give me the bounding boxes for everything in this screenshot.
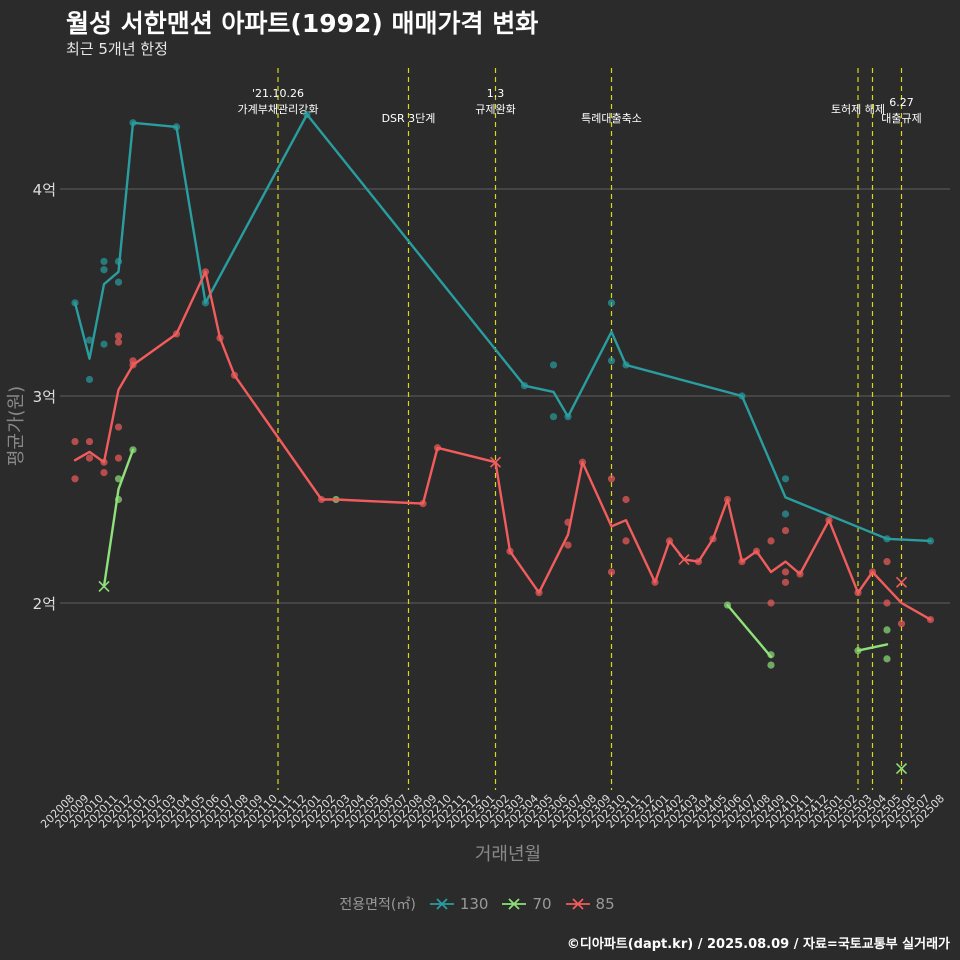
series-70-point xyxy=(767,661,775,669)
series-70-point xyxy=(114,475,123,483)
series-85-point xyxy=(607,475,616,483)
y-tick-label: 2억 xyxy=(33,595,56,613)
legend-swatch-stroke xyxy=(436,898,448,910)
series-85-point xyxy=(85,454,94,462)
series-85-point xyxy=(114,454,123,462)
series-85-cross xyxy=(895,576,908,588)
event-label: 가계부채관리강화 xyxy=(238,103,319,116)
cross-stroke xyxy=(678,553,690,566)
series-85-point xyxy=(71,437,79,446)
series-85-point xyxy=(767,537,775,545)
cross-stroke xyxy=(98,580,110,593)
series-130-point xyxy=(607,357,616,365)
event-label: 토허제 해제 xyxy=(831,102,885,116)
series-130-point xyxy=(100,257,108,266)
series-85-point xyxy=(607,568,616,576)
series-70-point xyxy=(883,626,891,634)
event-label: 특례대출축소 xyxy=(581,112,642,125)
series-70-point xyxy=(883,655,891,663)
legend-item-130: 130 xyxy=(428,894,489,914)
series-85-point xyxy=(564,541,572,549)
cross-stroke xyxy=(895,763,908,775)
series-130-line xyxy=(73,113,932,543)
series-130-point xyxy=(781,510,790,518)
legend-label-85: 85 xyxy=(595,895,615,913)
event-label: DSR 3단계 xyxy=(382,112,436,125)
y-tick-label: 4억 xyxy=(33,181,56,199)
series-85-point xyxy=(883,558,891,566)
series-70-line xyxy=(726,603,773,658)
series-70-cross xyxy=(98,580,110,593)
legend-title: 전용면적(㎡) xyxy=(339,897,416,913)
legend-item-70: 70 xyxy=(500,894,552,914)
source-credit: ©디아파트(dapt.kr) / 2025.08.09 / 자료=국토교통부 실… xyxy=(566,937,950,952)
series-85-point xyxy=(781,568,790,576)
series-85-point xyxy=(883,599,891,607)
event-label: '21.10.26 xyxy=(252,87,304,100)
series-85-cross xyxy=(489,456,502,468)
axes: 2억3억4억2020082020092020102020112020122021… xyxy=(6,181,947,865)
series-130-point xyxy=(100,340,108,348)
chart-title: 월성 서한맨션 아파트(1992) 매매가격 변화 xyxy=(66,9,539,38)
series-130-point xyxy=(781,475,790,483)
series-85-point xyxy=(622,537,630,545)
legend-item-85: 85 xyxy=(564,894,615,914)
legend-key-130 xyxy=(428,894,456,914)
event-label: 1.3 xyxy=(487,87,505,100)
y-axis-title: 평균가(원) xyxy=(6,386,27,466)
series-130-point xyxy=(85,336,94,344)
legend-swatch-stroke xyxy=(571,898,584,910)
cross-stroke xyxy=(895,576,908,588)
legend-swatch-85 xyxy=(565,898,590,910)
series-130-point xyxy=(549,361,558,369)
series-130-point xyxy=(114,278,123,286)
series-85-point xyxy=(114,423,123,431)
series-85-point xyxy=(85,437,94,446)
series-85-point xyxy=(781,578,790,586)
data-series xyxy=(71,110,935,775)
legend-label-130: 130 xyxy=(459,895,489,913)
event-label: 규제완화 xyxy=(475,103,515,116)
legend-key-85 xyxy=(564,894,592,914)
series-130-point xyxy=(549,413,558,421)
series-85-point xyxy=(100,468,108,477)
event-label: 6.27 xyxy=(889,96,914,109)
series-130-point xyxy=(85,375,94,384)
cross-stroke xyxy=(489,456,502,468)
series-85-point xyxy=(71,475,79,483)
series-85-line xyxy=(73,270,932,621)
series-85-point xyxy=(114,338,123,346)
series-70-line xyxy=(102,448,135,588)
series-85-point xyxy=(622,495,630,504)
chart-subtitle: 최근 5개년 한정 xyxy=(66,40,168,58)
legend-label-70: 70 xyxy=(532,895,552,913)
x-axis-title: 거래년월 xyxy=(475,844,541,865)
legend-swatch-70 xyxy=(502,898,527,910)
series-85-point xyxy=(781,526,790,535)
series-130-point xyxy=(100,266,108,274)
legend: 전용면적(㎡) 130 70 85 xyxy=(0,894,960,914)
event-label: 대출규제 xyxy=(881,112,921,125)
series-85-point xyxy=(897,620,906,628)
series-130-point xyxy=(607,299,616,307)
y-tick-label: 3억 xyxy=(33,388,56,406)
legend-swatch-stroke xyxy=(508,898,521,910)
legend-swatch-130 xyxy=(429,898,454,910)
legend-key-70 xyxy=(500,894,528,914)
series-85-point xyxy=(114,332,123,340)
series-70-line xyxy=(856,643,889,652)
grid-lines xyxy=(60,188,950,604)
series-85-cross xyxy=(678,553,690,566)
series-70-cross xyxy=(895,763,908,775)
series-85-point xyxy=(767,599,775,607)
